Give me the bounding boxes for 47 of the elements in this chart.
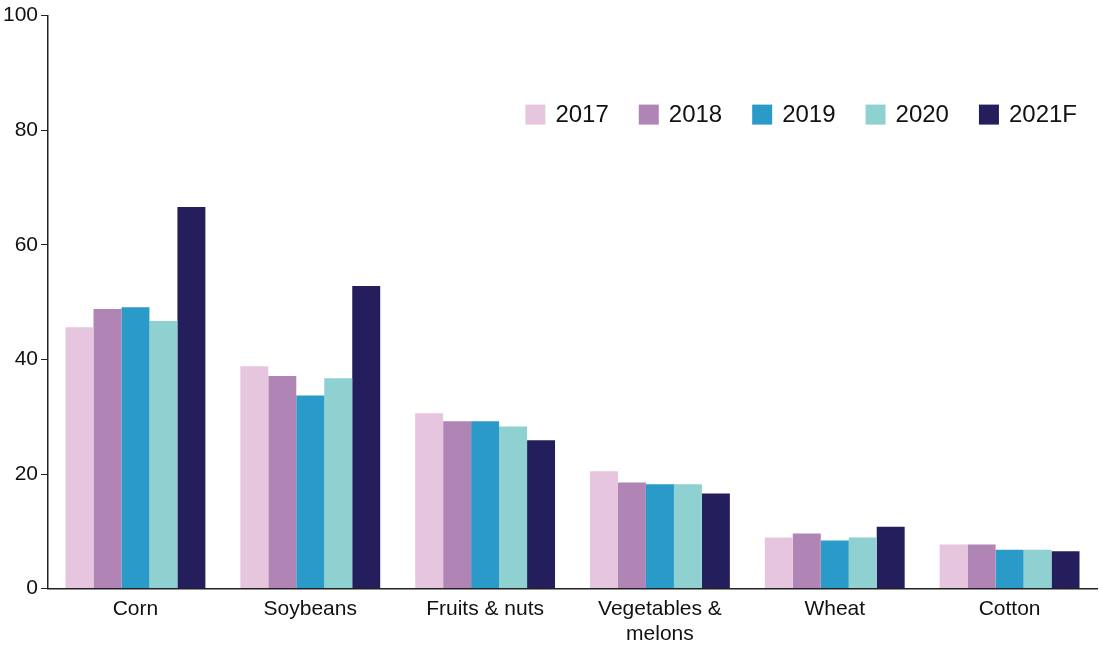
bar <box>268 376 297 589</box>
x-tick-label: Fruits & nuts <box>426 596 545 619</box>
legend-label: 2017 <box>555 100 609 128</box>
bar <box>701 493 730 589</box>
bar <box>820 540 849 589</box>
bar <box>848 537 877 589</box>
bar <box>499 426 528 589</box>
bar <box>149 321 178 589</box>
bar <box>939 544 968 589</box>
bar <box>995 549 1024 589</box>
x-tick-label: Corn <box>112 596 159 619</box>
bar <box>1051 551 1080 589</box>
bar <box>1023 549 1052 589</box>
y-tick-label: 0 <box>26 575 39 599</box>
bar <box>471 421 500 589</box>
bar <box>415 413 444 589</box>
bar <box>876 526 905 589</box>
y-tick-label: 100 <box>2 2 39 26</box>
bar <box>240 366 269 589</box>
bar <box>673 484 702 589</box>
bar <box>792 533 821 589</box>
bar <box>764 537 793 589</box>
x-tick-label: Cotton <box>978 596 1041 619</box>
bar <box>121 307 150 589</box>
bar <box>65 327 94 589</box>
bar <box>296 395 325 589</box>
legend-label: 2021F <box>1008 100 1078 128</box>
bar <box>967 544 996 589</box>
bar <box>324 378 353 589</box>
x-tick-label: Soybeans <box>263 596 357 619</box>
legend-label: 2018 <box>668 100 723 128</box>
bar <box>617 482 646 589</box>
x-tick-label: Wheat <box>804 596 866 619</box>
x-tick-label: Vegetables & melons <box>598 596 722 645</box>
bar <box>527 440 556 589</box>
y-tick-label: 60 <box>14 231 39 255</box>
bar <box>352 286 381 589</box>
y-tick-label: 40 <box>14 346 39 370</box>
bar <box>590 471 618 589</box>
y-tick-label: 80 <box>14 117 39 140</box>
bar <box>93 308 122 589</box>
bar <box>177 206 206 589</box>
legend-label: 2019 <box>782 100 836 128</box>
bar <box>645 484 674 589</box>
y-tick-label: 20 <box>14 460 39 484</box>
bar <box>443 421 472 589</box>
legend-label: 2020 <box>895 100 949 128</box>
